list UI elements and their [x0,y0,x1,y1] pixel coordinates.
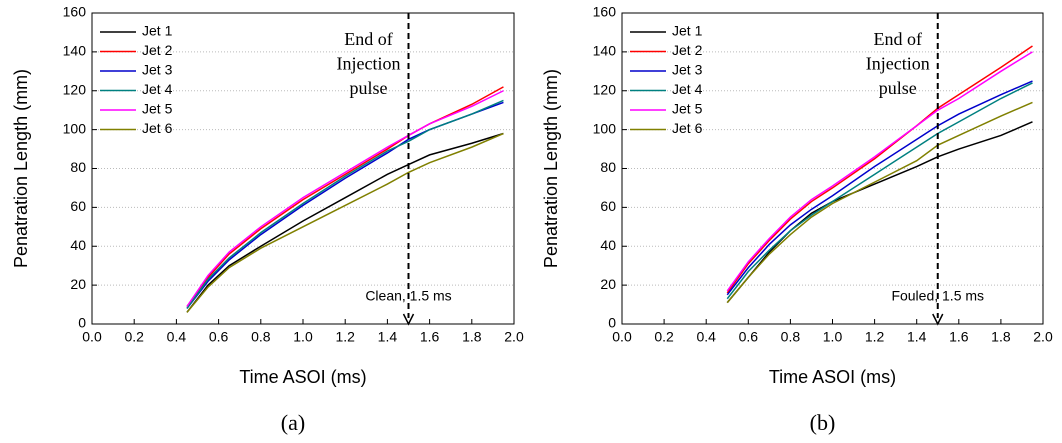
x-tick-label: 0.4 [696,329,716,345]
x-tick-label: 0.8 [781,329,801,345]
x-tick-label: 0.2 [654,329,674,345]
x-tick-label: 1.4 [378,329,398,345]
y-tick-label: 20 [70,276,86,292]
caption: (a) [281,410,305,435]
plot-frame [91,12,515,325]
x-tick-label: 0.6 [209,329,229,345]
x-tick-label: 1.0 [823,329,843,345]
y-tick-label: 140 [593,43,617,59]
marker-label: Clean, 1.5 ms [365,288,451,304]
y-tick-label: 140 [63,43,87,59]
y-tick-label: 80 [70,159,86,175]
marker-arrow [932,313,944,326]
legend-label: Jet 5 [142,101,173,117]
legend-label: Jet 6 [672,120,703,136]
y-tick-label: 40 [600,237,616,253]
marker-label: Fouled, 1.5 ms [891,288,984,304]
annotation: End of [874,29,923,49]
legend-label: Jet 5 [672,101,703,117]
series-line [726,121,1033,304]
x-tick-label: 0.2 [124,329,144,345]
annotation: End of [344,29,393,49]
x-axis-title: Time ASOI (ms) [769,367,896,387]
series-line [186,99,504,309]
legend-label: Jet 3 [672,62,703,78]
y-tick-label: 40 [70,237,86,253]
x-tick-label: 0.6 [739,329,759,345]
y-tick-label: 120 [63,81,87,97]
series-line [726,45,1033,294]
x-tick-label: 0.4 [167,329,187,345]
legend-label: Jet 2 [672,42,703,58]
legend-label: Jet 1 [672,23,703,39]
y-tick-label: 80 [600,159,616,175]
series-line [186,90,504,307]
legend-label: Jet 4 [142,81,173,97]
legend-label: Jet 3 [142,62,173,78]
annotation: pulse [350,78,388,98]
annotation: Injection [866,54,930,74]
x-tick-label: 0.0 [612,329,632,345]
y-axis-title: Penatration Length (mm) [541,69,561,268]
y-tick-label: 0 [78,315,86,331]
y-tick-label: 20 [600,276,616,292]
x-tick-label: 0.0 [82,329,102,345]
x-tick-label: 1.6 [420,329,440,345]
x-tick-label: 1.8 [991,329,1011,345]
y-tick-label: 160 [63,4,87,20]
x-tick-label: 1.4 [907,329,927,345]
x-tick-label: 2.0 [1033,329,1053,345]
x-tick-label: 1.2 [335,329,355,345]
y-tick-label: 100 [63,120,87,136]
x-tick-label: 2.0 [504,329,524,345]
annotation: Injection [337,54,401,74]
series-line [726,82,1033,300]
plot-frame [621,12,1044,325]
series-line [186,132,504,313]
y-tick-label: 60 [70,198,86,214]
x-tick-label: 1.8 [462,329,482,345]
legend-label: Jet 1 [142,23,173,39]
series-line [186,132,504,313]
annotation: pulse [879,78,917,98]
marker-arrow [402,313,415,326]
y-tick-label: 120 [593,81,617,97]
y-tick-label: 60 [600,198,616,214]
series-line [726,51,1033,292]
y-axis-title: Penatration Length (mm) [11,69,31,268]
caption: (b) [810,410,836,435]
x-tick-label: 1.0 [293,329,313,345]
legend-label: Jet 4 [672,81,703,97]
x-tick-label: 0.8 [251,329,271,345]
series-line [726,101,1033,304]
x-tick-label: 1.2 [865,329,885,345]
y-tick-label: 100 [593,120,617,136]
legend-label: Jet 6 [142,120,173,136]
series-line [726,80,1033,296]
y-tick-label: 0 [608,315,616,331]
x-tick-label: 1.6 [949,329,969,345]
x-axis-title: Time ASOI (ms) [239,367,366,387]
legend-label: Jet 2 [142,42,173,58]
y-tick-label: 160 [593,4,617,20]
